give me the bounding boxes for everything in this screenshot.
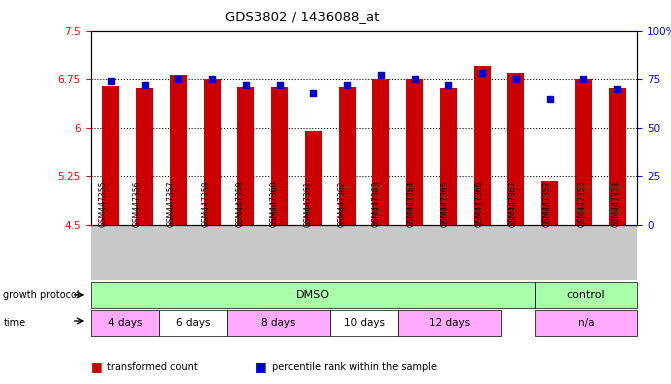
- Point: [477, 70, 488, 76]
- Text: 4 days: 4 days: [107, 318, 142, 328]
- Point: [139, 82, 150, 88]
- Text: ■: ■: [255, 360, 267, 373]
- Text: 6 days: 6 days: [176, 318, 211, 328]
- Point: [207, 76, 217, 82]
- Text: GSM447353: GSM447353: [577, 180, 586, 227]
- Text: GSM447367: GSM447367: [509, 180, 518, 227]
- Text: GSM447356: GSM447356: [133, 180, 142, 227]
- Text: GSM447363: GSM447363: [372, 180, 381, 227]
- Point: [342, 82, 352, 88]
- Bar: [541, 181, 558, 225]
- Text: GSM447360: GSM447360: [270, 180, 278, 227]
- Bar: [575, 79, 592, 225]
- Bar: [339, 87, 356, 225]
- Point: [308, 90, 319, 96]
- Text: GSM447359: GSM447359: [236, 180, 244, 227]
- Text: ■: ■: [91, 360, 103, 373]
- Point: [105, 78, 116, 84]
- Point: [511, 76, 521, 82]
- Text: GSM447364: GSM447364: [406, 180, 415, 227]
- Bar: [507, 73, 524, 225]
- Text: control: control: [567, 290, 605, 300]
- Point: [274, 82, 285, 88]
- Text: GSM447354: GSM447354: [611, 180, 621, 227]
- Text: GDS3802 / 1436088_at: GDS3802 / 1436088_at: [225, 10, 379, 23]
- Text: transformed count: transformed count: [107, 362, 198, 372]
- Point: [240, 82, 251, 88]
- Text: DMSO: DMSO: [296, 290, 329, 300]
- Point: [612, 86, 623, 92]
- Text: GSM447357: GSM447357: [167, 180, 176, 227]
- Point: [443, 82, 454, 88]
- Point: [376, 72, 386, 78]
- Text: 8 days: 8 days: [261, 318, 296, 328]
- Text: GSM447352: GSM447352: [543, 180, 552, 227]
- Text: 12 days: 12 days: [429, 318, 470, 328]
- Text: time: time: [3, 318, 25, 328]
- Bar: [440, 88, 457, 225]
- Text: GSM447362: GSM447362: [338, 180, 347, 227]
- Bar: [609, 88, 625, 225]
- Text: n/a: n/a: [578, 318, 595, 328]
- Point: [173, 76, 184, 82]
- Text: GSM447365: GSM447365: [440, 180, 450, 227]
- Point: [578, 76, 589, 82]
- Bar: [305, 131, 322, 225]
- Bar: [238, 87, 254, 225]
- Bar: [103, 86, 119, 225]
- Bar: [406, 79, 423, 225]
- Text: GSM447358: GSM447358: [201, 180, 210, 227]
- Text: GSM447355: GSM447355: [99, 180, 107, 227]
- Point: [544, 96, 555, 102]
- Text: GSM447366: GSM447366: [474, 180, 484, 227]
- Text: percentile rank within the sample: percentile rank within the sample: [272, 362, 437, 372]
- Bar: [136, 88, 153, 225]
- Bar: [372, 79, 389, 225]
- Bar: [474, 66, 491, 225]
- Text: GSM447361: GSM447361: [304, 180, 313, 227]
- Bar: [204, 79, 221, 225]
- Point: [409, 76, 420, 82]
- Bar: [170, 74, 187, 225]
- Text: 10 days: 10 days: [344, 318, 384, 328]
- Text: growth protocol: growth protocol: [3, 290, 80, 300]
- Bar: [271, 87, 288, 225]
